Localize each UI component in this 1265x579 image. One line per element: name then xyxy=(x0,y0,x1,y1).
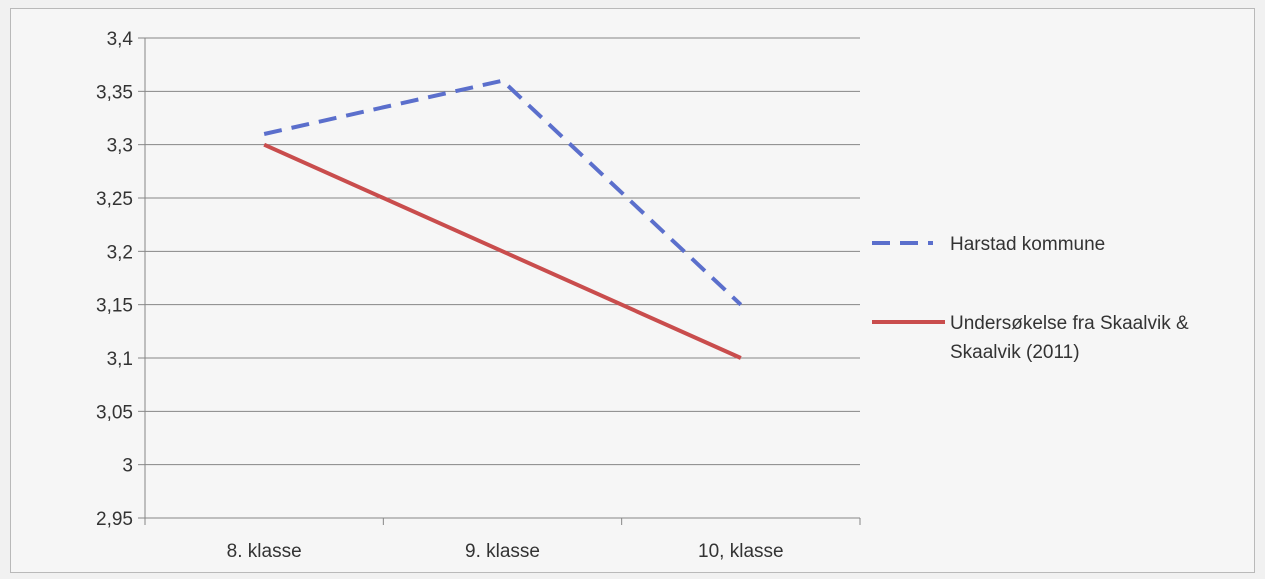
y-tick-label: 3,2 xyxy=(107,242,133,263)
x-axis-tick-labels: 8. klasse 9. klasse 10, klasse xyxy=(227,541,784,562)
y-tick-label: 3,05 xyxy=(96,402,133,423)
y-tick-label: 3,15 xyxy=(96,296,133,317)
legend: Harstad kommune Undersøkelse fra Skaalvik… xyxy=(872,234,1189,363)
y-tick-label: 3,1 xyxy=(107,349,133,370)
y-tick-label: 3 xyxy=(122,456,133,477)
series-line-1 xyxy=(263,78,743,307)
x-tick-label: 9. klasse xyxy=(465,541,540,562)
series-line-2 xyxy=(263,142,742,360)
legend-label-1: Harstad kommune xyxy=(950,234,1105,255)
y-axis-tick-labels: 3,4 3,35 3,3 3,25 3,2 3,15 3,1 3,05 3 2,95 xyxy=(96,29,133,530)
series-lines xyxy=(263,78,743,360)
y-tick-label: 3,3 xyxy=(107,136,133,157)
legend-label-2: Undersøkelse fra Skaalvik & Skaalvik (201… xyxy=(950,313,1189,363)
x-tick-label: 10, klasse xyxy=(698,541,784,562)
y-tick-label: 3,4 xyxy=(107,29,134,50)
y-tick-label: 3,35 xyxy=(96,82,133,103)
y-tick-label: 2,95 xyxy=(96,509,133,530)
chart-frame xyxy=(10,8,1255,573)
y-tick-label: 3,25 xyxy=(96,189,133,210)
x-tick-label: 8. klasse xyxy=(227,541,302,562)
axes xyxy=(138,37,861,525)
